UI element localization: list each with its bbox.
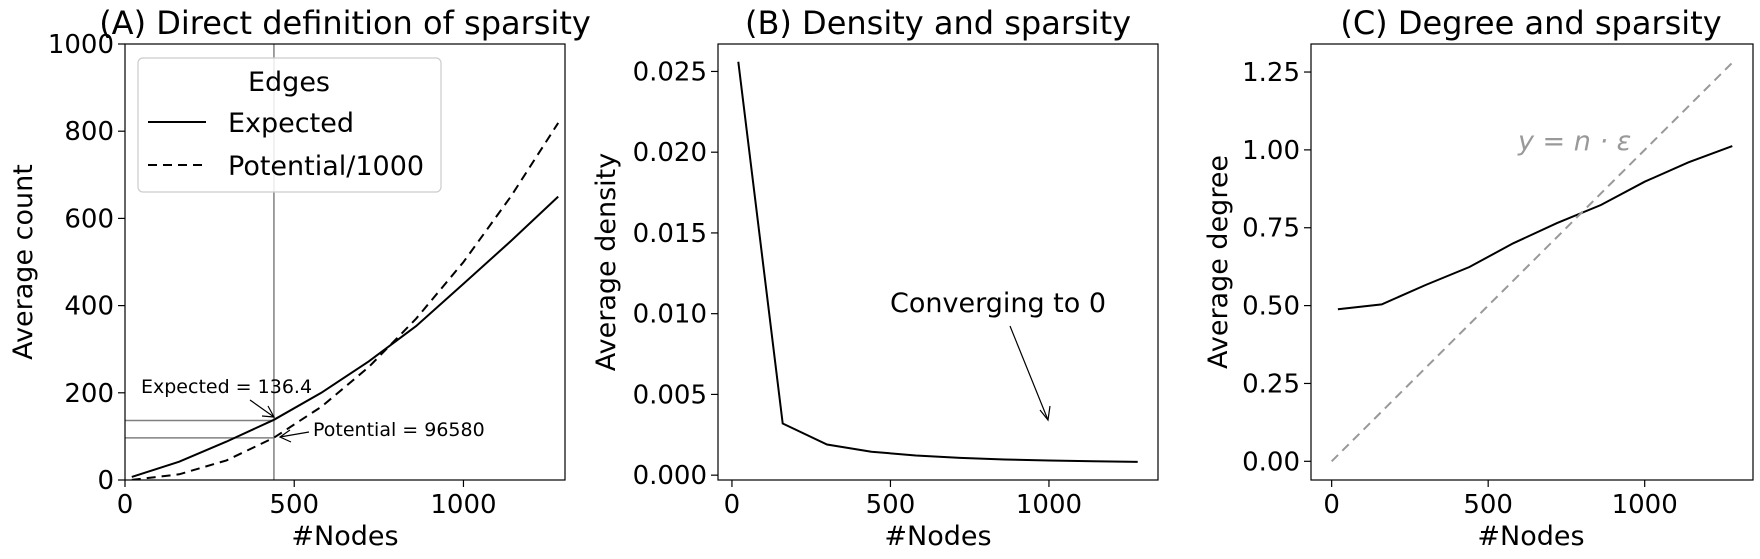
x-tick-label: 0 [724, 490, 741, 520]
panel-a-title: (A) Direct definition of sparsity [99, 4, 591, 42]
y-tick-label: 0.000 [633, 461, 707, 491]
x-tick-label: 500 [866, 490, 916, 520]
y-tick-label: 0.010 [633, 300, 707, 330]
series-line-solid-0 [1337, 145, 1733, 311]
panel-b-annotations: Converging to 0 [890, 288, 1106, 422]
series-line-potential-1000 [131, 122, 560, 480]
panel-c: (C) Degree and sparsity #Nodes Average d… [1203, 4, 1754, 552]
panel-b-ylabel: Average density [591, 153, 622, 371]
panel-a-xlabel: #Nodes [291, 521, 398, 552]
annotation-expected-arrow [249, 399, 275, 418]
series-line-expected [131, 195, 559, 478]
annotation-potential-arrow [279, 431, 310, 438]
y-tick-label: 0.025 [633, 57, 707, 87]
y-tick-label: 200 [64, 379, 114, 409]
panel-c-ticks: 0 500 1000 0.00 0.25 0.50 0.75 1.00 1.25 [1242, 58, 1678, 520]
x-tick-label: 500 [1463, 490, 1513, 520]
legend-expected-label: Expected [228, 108, 354, 139]
x-tick-label: 1000 [430, 490, 496, 520]
panel-a-ylabel: Average count [8, 164, 39, 360]
annotation-converging-arrowhead [1039, 405, 1051, 422]
y-tick-label: 600 [64, 204, 114, 234]
panel-b-xlabel: #Nodes [884, 521, 991, 552]
legend-potential-label: Potential/1000 [228, 151, 424, 182]
panel-b-frame [717, 43, 1159, 481]
panel-c-title: (C) Degree and sparsity [1340, 4, 1721, 42]
y-tick-label: 1000 [48, 30, 114, 60]
y-tick-label: 0.75 [1242, 214, 1300, 244]
panel-a-frame [124, 43, 566, 481]
legend-title: Edges [248, 67, 330, 98]
panel-c-xlabel: #Nodes [1477, 521, 1584, 552]
x-tick-label: 1000 [1016, 490, 1082, 520]
annotation-potential-arrowhead [278, 429, 292, 443]
y-tick-label: 1.25 [1242, 58, 1300, 88]
annotation-expected-arrowhead [261, 405, 276, 418]
panel-a: (A) Direct definition of sparsity #Nodes… [8, 4, 591, 552]
annotation-identity-line: y = n · ε [1517, 126, 1631, 157]
panel-b-series [737, 61, 1138, 463]
y-tick-label: 0.00 [1242, 447, 1300, 477]
y-tick-label: 0.50 [1242, 292, 1300, 322]
panel-c-series [1330, 61, 1734, 463]
y-tick-label: 400 [64, 292, 114, 322]
panel-c-ylabel: Average degree [1203, 155, 1234, 369]
series-line-dashed-1 [1330, 61, 1734, 463]
panel-c-frame [1310, 43, 1754, 481]
panel-a-series [131, 122, 560, 480]
legend-box [137, 57, 442, 193]
y-tick-label: 0.015 [633, 219, 707, 249]
x-tick-label: 500 [269, 490, 319, 520]
panel-a-ticks: 0 500 1000 0 200 400 600 800 1000 [48, 30, 497, 520]
annotation-converging-arrow [1009, 325, 1049, 421]
y-tick-label: 0 [97, 466, 114, 496]
y-tick-label: 0.005 [633, 380, 707, 410]
annotation-converging: Converging to 0 [890, 288, 1106, 319]
series-line-solid-0 [737, 61, 1138, 463]
x-tick-label: 0 [117, 490, 134, 520]
annotation-expected: Expected = 136.4 [141, 376, 312, 398]
legend: Edges Expected Potential/1000 [137, 57, 442, 193]
panel-b: (B) Density and sparsity #Nodes Average … [591, 4, 1159, 552]
x-tick-label: 0 [1323, 490, 1340, 520]
y-tick-label: 1.00 [1242, 136, 1300, 166]
panel-b-ticks: 0 500 1000 0.000 0.005 0.010 0.015 0.020 0.025 [633, 57, 1082, 520]
y-tick-label: 0.020 [633, 138, 707, 168]
panel-a-annotations: Expected = 136.4 Potential = 96580 [141, 376, 485, 443]
panel-b-title: (B) Density and sparsity [745, 4, 1131, 42]
y-tick-label: 800 [64, 117, 114, 147]
y-tick-label: 0.25 [1242, 369, 1300, 399]
x-tick-label: 1000 [1612, 490, 1678, 520]
annotation-potential: Potential = 96580 [313, 419, 485, 441]
